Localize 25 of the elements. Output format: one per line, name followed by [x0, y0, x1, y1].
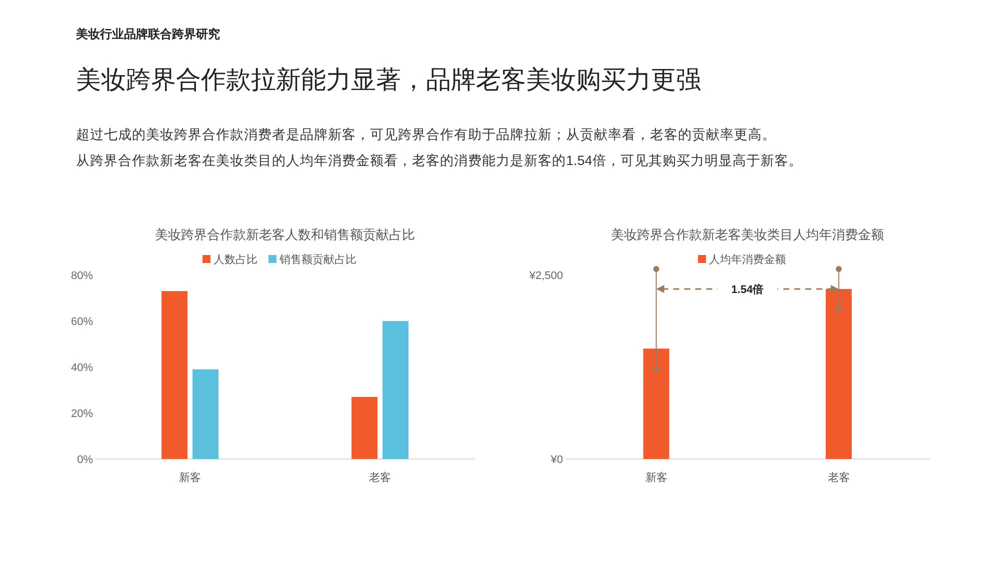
y-tick-label: 80% — [70, 270, 94, 282]
y-tick-label: 0% — [77, 454, 94, 466]
x-tick-label: 新客 — [645, 471, 668, 484]
chart-title: 美妆跨界合作款新老客美妆类目人均年消费金额 — [611, 227, 884, 242]
y-tick-label: 60% — [70, 316, 94, 328]
y-tick-label: 20% — [70, 408, 94, 420]
y-tick-label: ¥0 — [550, 454, 563, 466]
bar — [382, 321, 408, 459]
annotation: 1.54倍 — [731, 282, 764, 296]
legend-label: 人数占比 — [214, 253, 258, 266]
legend-label: 销售额贡献占比 — [278, 253, 356, 266]
bar — [352, 396, 378, 459]
text: 从跨界合作款新老客在美妆类目的人均年消费金额看，老客的消费能力是新客的1.54倍，可见其购买力明显高于新客。 — [76, 153, 802, 168]
bar — [192, 369, 218, 459]
x-tick-label: 老客 — [828, 471, 850, 484]
text: 美妆行业品牌联合跨界研究 — [75, 27, 220, 41]
y-tick-label: 40% — [70, 362, 94, 374]
x-tick-label: 新客 — [179, 471, 201, 484]
x-tick-label: 老客 — [369, 471, 391, 484]
text: 超过七成的美妆跨界合作款消费者是品牌新客，可见跨界合作有助于品牌拉新；从贡献率看，老客的贡献率更高。 — [76, 127, 776, 142]
bar — [162, 291, 188, 459]
chart-title: 美妆跨界合作款新老客人数和销售额贡献占比 — [155, 227, 415, 242]
legend-label: 人均年消费金额 — [709, 253, 786, 266]
y-tick-label: ¥2,500 — [528, 270, 563, 282]
text: 美妆跨界合作款拉新能力显著，品牌老客美妆购买力更强 — [76, 66, 701, 94]
